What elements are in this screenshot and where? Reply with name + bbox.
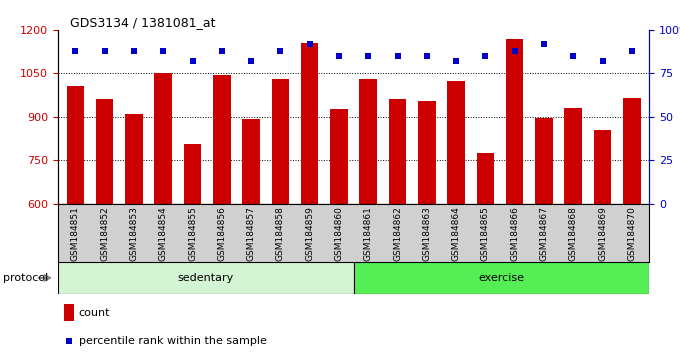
Bar bbox=[64, 304, 74, 321]
Text: GSM184858: GSM184858 bbox=[276, 206, 285, 261]
Bar bbox=[301, 43, 318, 204]
Point bbox=[158, 48, 169, 54]
Point bbox=[509, 48, 520, 54]
Point bbox=[451, 58, 462, 64]
Point bbox=[626, 48, 637, 54]
Point bbox=[597, 58, 608, 64]
Point bbox=[187, 58, 198, 64]
Text: GSM184851: GSM184851 bbox=[71, 206, 80, 261]
Text: percentile rank within the sample: percentile rank within the sample bbox=[78, 336, 267, 346]
Bar bbox=[506, 39, 524, 204]
Point bbox=[275, 48, 286, 54]
Point bbox=[64, 338, 75, 344]
Text: GSM184853: GSM184853 bbox=[129, 206, 139, 261]
Point bbox=[422, 53, 432, 59]
Bar bbox=[242, 119, 260, 204]
Bar bbox=[184, 144, 201, 204]
Point bbox=[129, 48, 139, 54]
Bar bbox=[623, 98, 641, 204]
Text: GSM184854: GSM184854 bbox=[158, 206, 168, 261]
Text: count: count bbox=[78, 308, 110, 318]
Bar bbox=[58, 262, 354, 294]
Bar bbox=[594, 130, 611, 204]
Bar bbox=[125, 114, 143, 204]
Text: exercise: exercise bbox=[479, 273, 524, 283]
Point bbox=[568, 53, 579, 59]
Point bbox=[70, 48, 81, 54]
Text: GDS3134 / 1381081_at: GDS3134 / 1381081_at bbox=[69, 16, 215, 29]
Text: GSM184861: GSM184861 bbox=[364, 206, 373, 261]
Bar bbox=[213, 75, 231, 204]
Text: GSM184859: GSM184859 bbox=[305, 206, 314, 261]
Bar bbox=[96, 99, 114, 204]
Point bbox=[304, 41, 315, 47]
Text: GSM184852: GSM184852 bbox=[100, 206, 109, 261]
Point bbox=[333, 53, 344, 59]
Text: GSM184868: GSM184868 bbox=[568, 206, 578, 261]
Point bbox=[539, 41, 549, 47]
Bar bbox=[535, 118, 553, 204]
Text: sedentary: sedentary bbox=[177, 273, 234, 283]
Bar bbox=[360, 79, 377, 204]
Bar bbox=[330, 109, 347, 204]
Bar bbox=[477, 153, 494, 204]
Bar bbox=[564, 108, 582, 204]
Point bbox=[480, 53, 491, 59]
Bar bbox=[418, 101, 436, 204]
Text: protocol: protocol bbox=[3, 273, 49, 283]
Text: GSM184863: GSM184863 bbox=[422, 206, 431, 261]
Text: GSM184857: GSM184857 bbox=[247, 206, 256, 261]
Point bbox=[216, 48, 227, 54]
Text: GSM184860: GSM184860 bbox=[335, 206, 343, 261]
Point bbox=[392, 53, 403, 59]
Bar bbox=[154, 73, 172, 204]
Text: GSM184867: GSM184867 bbox=[539, 206, 549, 261]
Point bbox=[99, 48, 110, 54]
Bar bbox=[271, 79, 289, 204]
Text: GSM184865: GSM184865 bbox=[481, 206, 490, 261]
Text: GSM184855: GSM184855 bbox=[188, 206, 197, 261]
Text: GSM184862: GSM184862 bbox=[393, 206, 402, 261]
Point bbox=[363, 53, 374, 59]
Bar bbox=[389, 99, 407, 204]
Point bbox=[245, 58, 256, 64]
Text: GSM184866: GSM184866 bbox=[510, 206, 519, 261]
Text: GSM184870: GSM184870 bbox=[628, 206, 636, 261]
Text: GSM184864: GSM184864 bbox=[452, 206, 460, 261]
Text: GSM184856: GSM184856 bbox=[218, 206, 226, 261]
Bar bbox=[354, 262, 649, 294]
Text: GSM184869: GSM184869 bbox=[598, 206, 607, 261]
Bar bbox=[447, 81, 465, 204]
Bar bbox=[67, 86, 84, 204]
